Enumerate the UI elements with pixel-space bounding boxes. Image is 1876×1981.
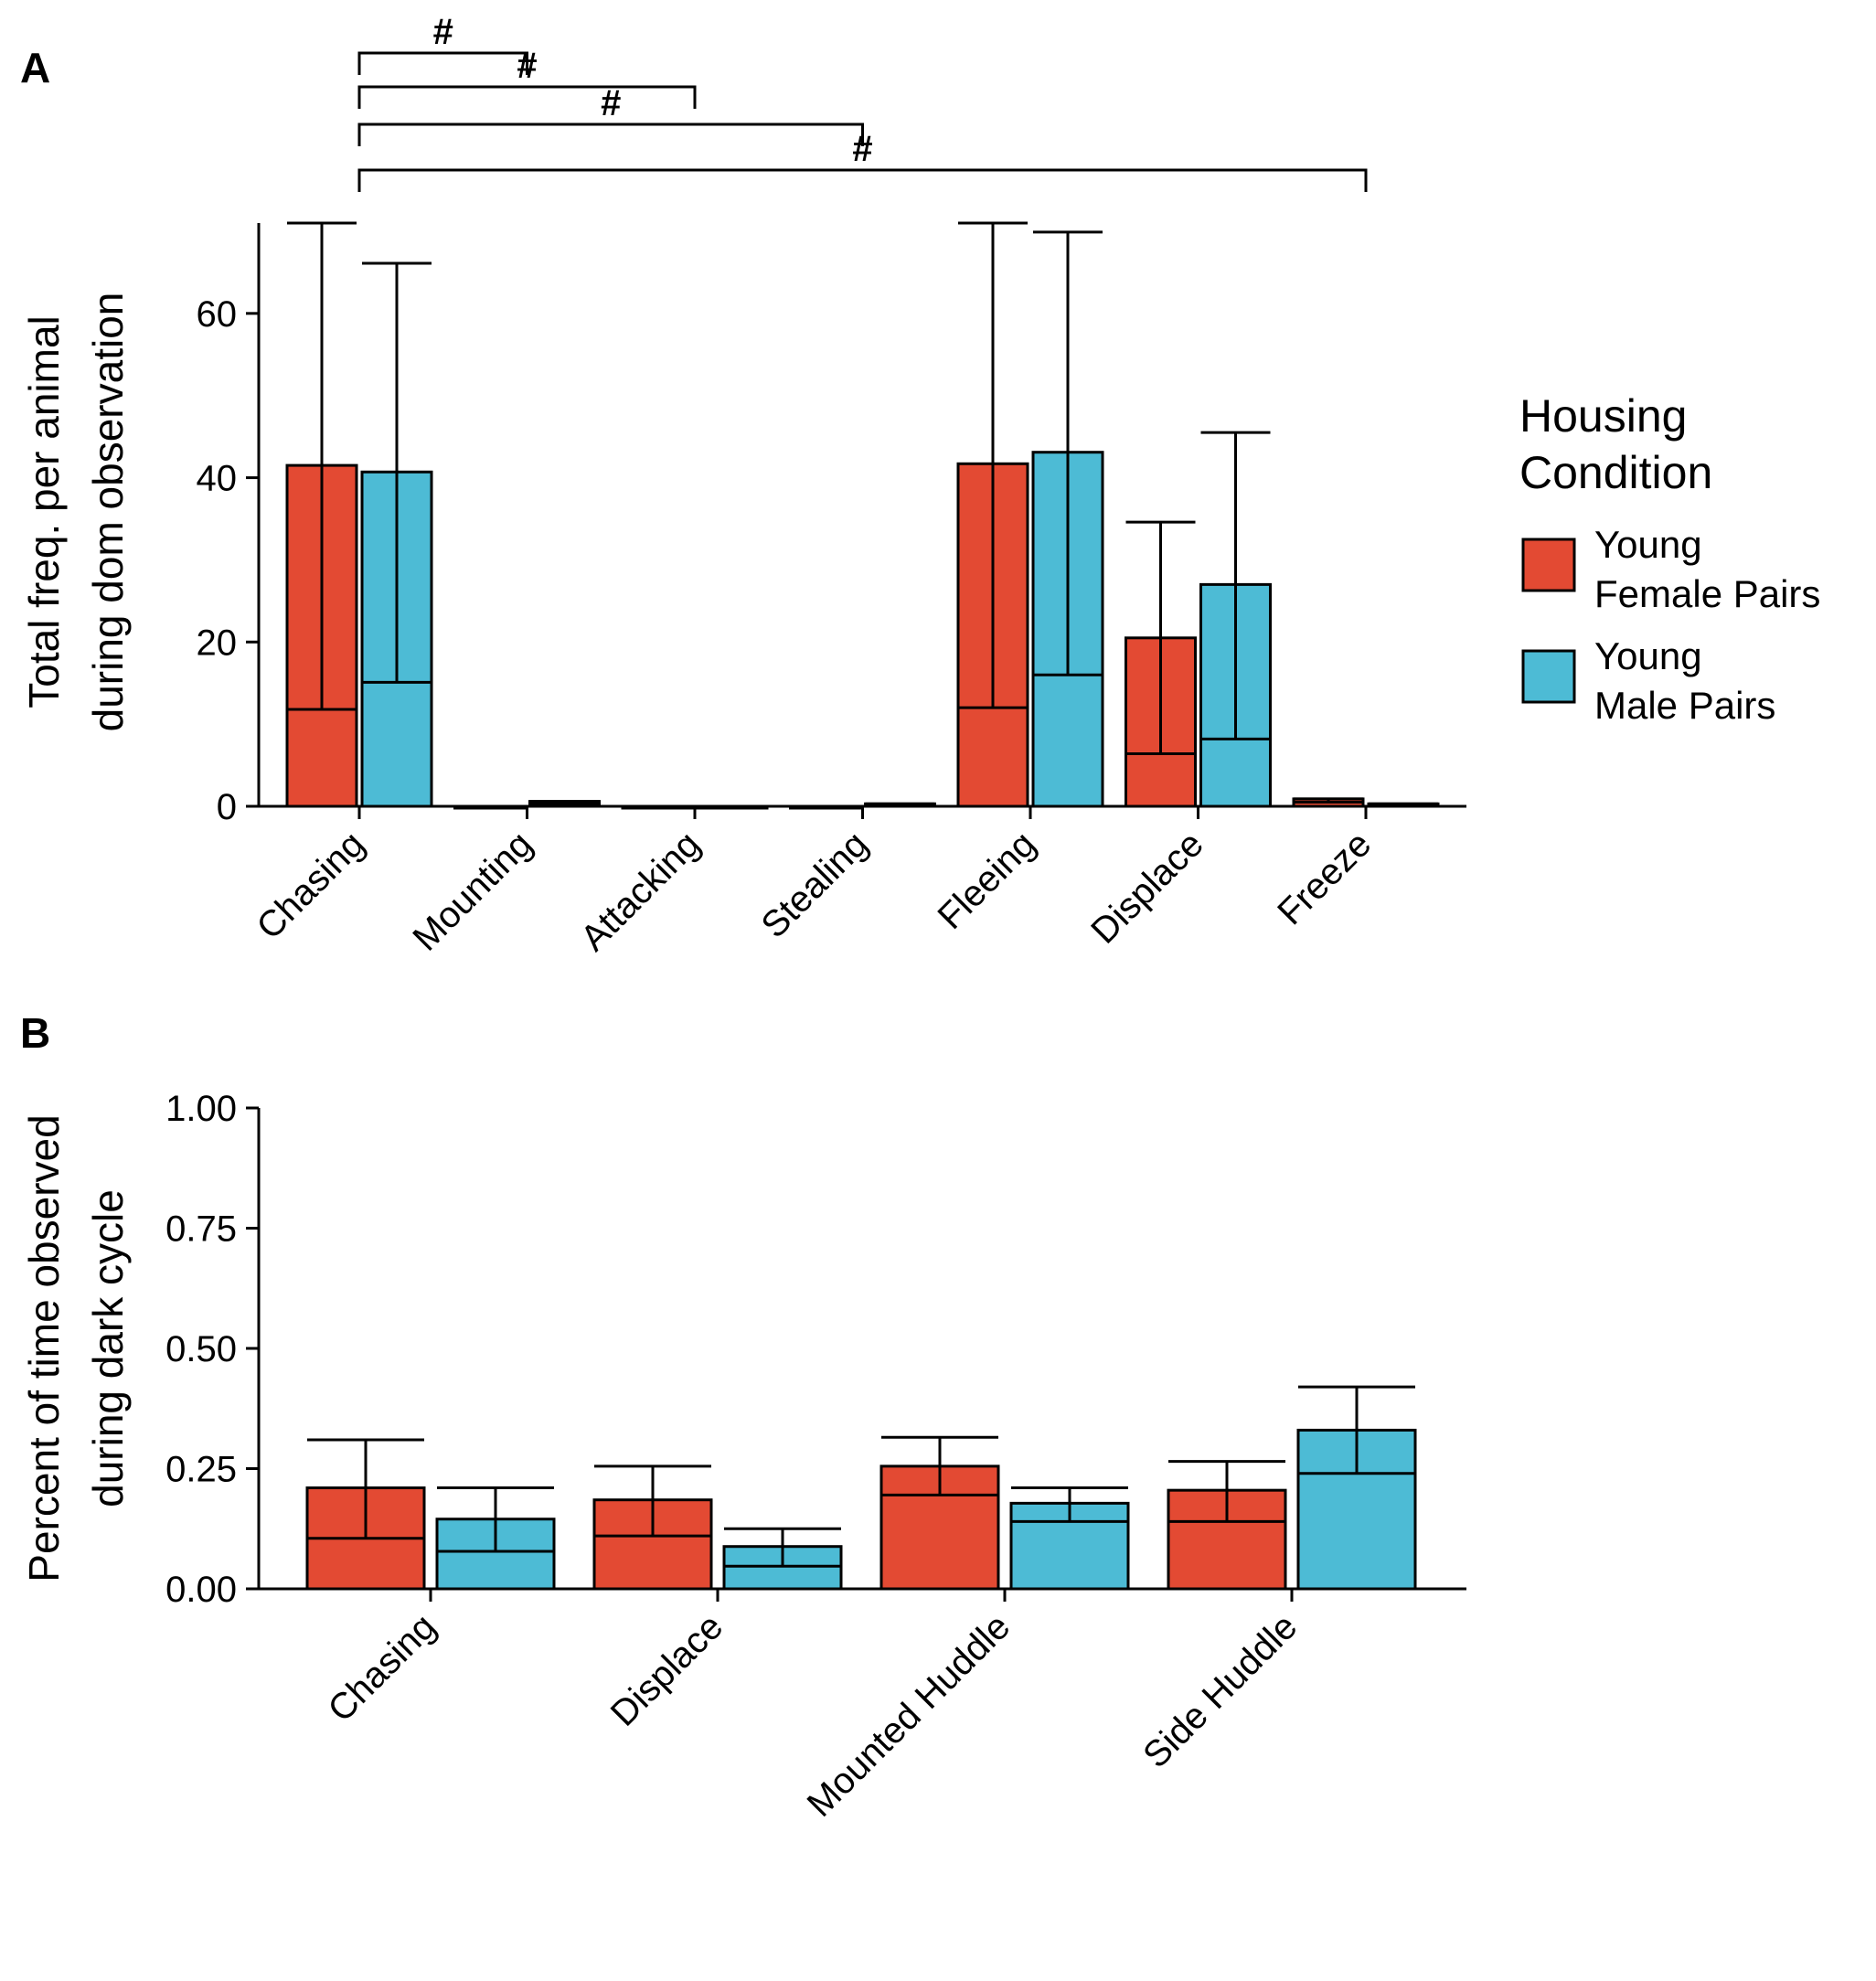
legend-label-male-line1: Young [1594,634,1702,677]
x-tick-label-fleeing: Fleeing [930,824,1043,937]
x-axis-labels-a: Chasing Mounting Attacking Stealing Fleeing D… [249,806,1379,959]
significance-mark: # [433,12,453,52]
x-tick-label-side-huddle: Side Huddle [1135,1606,1305,1775]
x-tick-label-freeze: Freeze [1270,824,1379,932]
significance-mark: # [852,129,872,169]
y-axis-title-a-line2: during dom observation [84,293,132,732]
significance-brackets: # # # # [357,12,1368,192]
panel-b-chart: B 0.00 0.25 0.50 0.75 1.00 Chasing Displace Mo… [20,1009,1466,1825]
bars-b [305,1385,1417,1591]
bars-a [285,221,1440,810]
y-axis-ticks-b: 0.00 0.25 0.50 0.75 1.00 [165,1089,259,1610]
x-tick-label-mounted-huddle: Mounted Huddle [800,1606,1018,1825]
y-tick-label: 60 [197,294,238,335]
y-axis-title-a-line1: Total freq. per animal [20,315,68,708]
y-tick-label: 40 [197,459,238,499]
x-tick-label-stealing: Stealing [754,824,876,945]
x-tick-label-attacking: Attacking [573,824,708,958]
y-tick-label: 0.25 [165,1450,237,1490]
x-tick-label-chasing: Chasing [249,824,372,947]
significance-bracket [357,122,864,146]
panel-b-letter: B [20,1009,50,1057]
x-tick-label-mounting: Mounting [405,824,539,958]
y-axis-title-b-line1: Percent of time observed [20,1114,68,1582]
significance-mark: # [601,83,621,123]
axes-a [257,223,1466,808]
significance-mark: # [517,46,537,86]
y-tick-label: 0.75 [165,1209,237,1250]
legend-title-line1: Housing [1519,390,1687,442]
x-tick-label-displace: Displace [1083,824,1211,952]
legend-title-line2: Condition [1519,447,1712,498]
x-axis-labels-b: Chasing Displace Mounted Huddle Side Huddle [320,1589,1305,1825]
y-axis-title-b-line2: during dark cycle [84,1189,132,1507]
significance-bracket [357,85,697,109]
legend-swatch-female [1521,538,1576,592]
axes-b [257,1108,1466,1591]
legend-label-male-line2: Male Pairs [1594,684,1775,727]
y-tick-label: 1.00 [165,1089,237,1129]
legend-label-female-line2: Female Pairs [1594,572,1820,615]
panel-a-chart: A # # # # 0 20 40 60 Chasing Mounting Attacking S… [20,12,1466,959]
significance-bracket [357,51,528,75]
x-tick-label-displace: Displace [603,1606,731,1734]
panel-a-letter: A [20,44,50,91]
x-tick-label-chasing: Chasing [320,1606,443,1730]
y-tick-label: 0.00 [165,1570,237,1610]
y-tick-label: 0 [217,787,237,827]
legend-label-female-line1: Young [1594,523,1702,566]
y-tick-label: 0.50 [165,1329,237,1369]
y-axis-ticks-a: 0 20 40 60 [197,294,259,827]
legend: Housing Condition Young Female Pairs You… [1519,390,1820,727]
significance-bracket [357,168,1368,192]
y-tick-label: 20 [197,623,238,663]
legend-swatch-male [1521,649,1576,704]
